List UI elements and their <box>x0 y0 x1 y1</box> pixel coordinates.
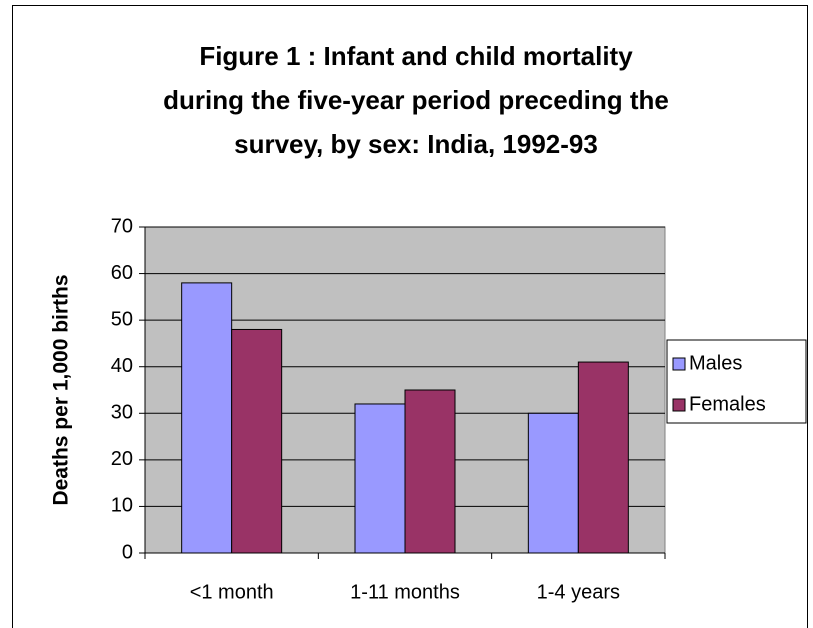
y-tick-label: 40 <box>111 355 133 377</box>
y-tick-label: 20 <box>111 448 133 470</box>
y-tick-label: 60 <box>111 262 133 284</box>
x-tick-label: <1 month <box>190 581 274 603</box>
bar <box>354 403 406 554</box>
x-tick-label: 1-4 years <box>537 581 620 603</box>
legend-swatch <box>672 398 686 412</box>
bar <box>404 389 456 554</box>
x-tick-label: 1-11 months <box>350 581 460 603</box>
bar <box>181 282 233 554</box>
chart-title: during the five-year period preceding th… <box>163 85 669 115</box>
bar <box>527 412 579 554</box>
y-tick-label: 30 <box>111 402 133 424</box>
bar <box>577 361 629 554</box>
chart-title: Figure 1 : Infant and child mortality <box>199 41 633 71</box>
y-tick-label: 10 <box>111 495 133 517</box>
y-tick-label: 70 <box>111 215 133 237</box>
y-tick-label: 0 <box>122 541 133 563</box>
y-axis-label: Deaths per 1,000 births <box>50 274 73 505</box>
legend <box>666 339 807 424</box>
y-tick-label: 50 <box>111 308 133 330</box>
legend-label: Females <box>689 393 766 415</box>
chart-title: survey, by sex: India, 1992-93 <box>234 129 598 159</box>
legend-swatch <box>672 357 686 371</box>
legend-label: Males <box>689 352 742 374</box>
bar <box>231 328 283 554</box>
